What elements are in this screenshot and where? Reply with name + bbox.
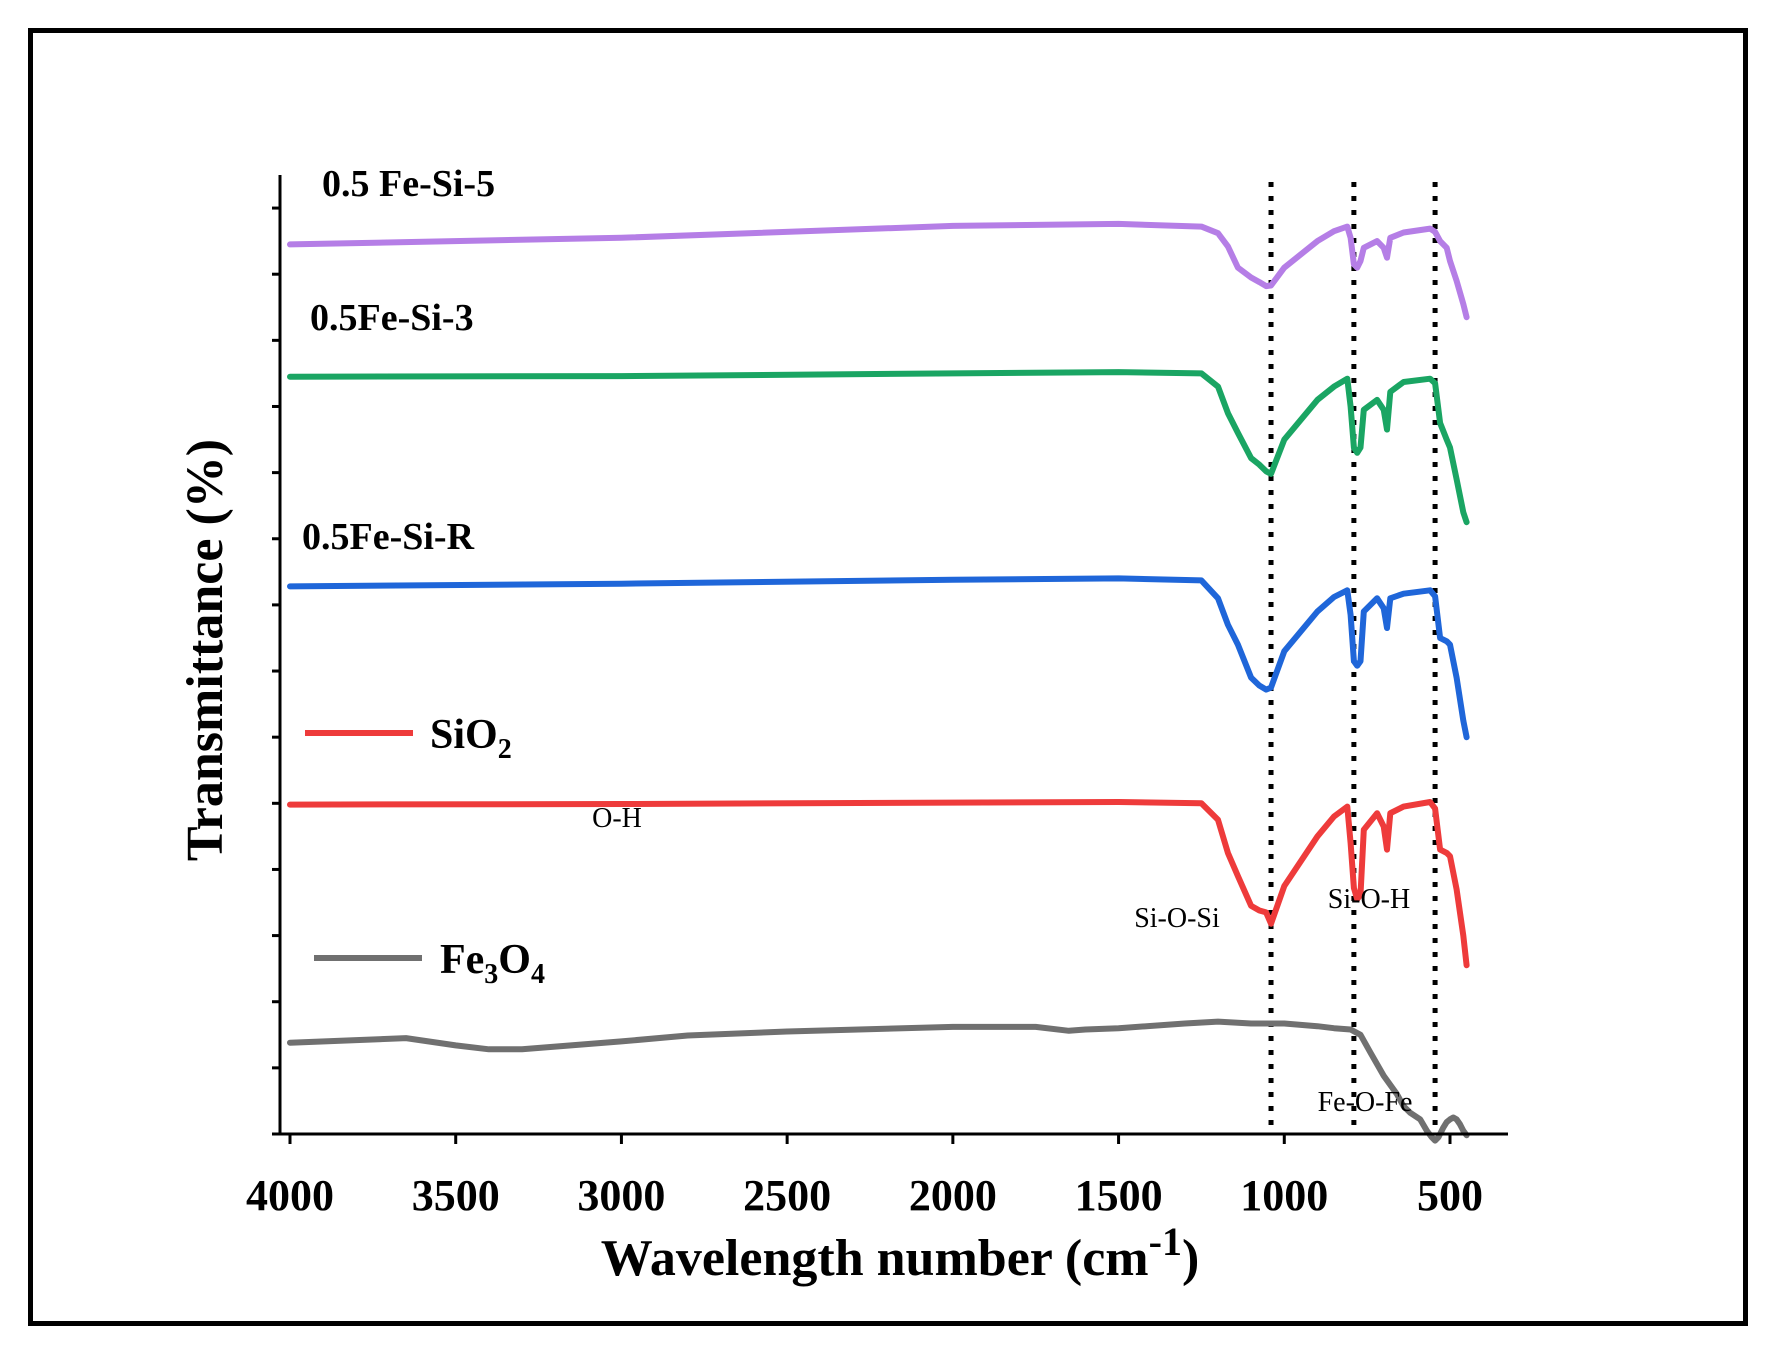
legend-label-sio2: SiO2 (430, 712, 512, 765)
axes (278, 175, 1508, 1136)
series-line-0 (287, 220, 1470, 321)
series-line-1 (287, 369, 1470, 526)
x-tick-label-2: 3000 (577, 1171, 665, 1220)
annotation-o-h: O-H (592, 803, 642, 834)
x-tick-label-6: 1000 (1240, 1171, 1328, 1220)
annotation-si-o-si: Si-O-Si (1134, 903, 1220, 934)
x-axis-title: Wavelength number (cm-1) (601, 1219, 1200, 1287)
annotation-fe-o-fe: Fe-O-Fe (1318, 1087, 1413, 1118)
x-tick-label-5: 1500 (1075, 1171, 1163, 1220)
legend-fe3o4-sub3: 3 (484, 959, 498, 990)
y-ticks (272, 206, 280, 1136)
x-axis-title-base: Wavelength number (cm (601, 1230, 1149, 1287)
series-line-4 (287, 1018, 1470, 1144)
x-ticks: 4000 3500 3000 2500 2000 1500 1000 500 (246, 1134, 1483, 1220)
x-tick-label-0: 4000 (246, 1171, 334, 1220)
legend-fe3o4-sub4: 4 (531, 959, 545, 990)
label-fe-si-3: 0.5Fe-Si-3 (310, 297, 474, 339)
legend-fe3o4-o: O (498, 937, 531, 983)
series-line-3 (287, 799, 1470, 969)
legend-sio2-base: SiO (430, 712, 498, 758)
label-fe-si-r: 0.5Fe-Si-R (302, 516, 475, 558)
series-group (287, 220, 1470, 1144)
x-axis-title-end: ) (1182, 1230, 1199, 1287)
legend-label-fe3o4: Fe3O4 (440, 937, 545, 990)
y-axis-title: Transmittance (%) (177, 439, 234, 861)
x-tick-label-4: 2000 (909, 1171, 997, 1220)
x-tick-label-3: 2500 (743, 1171, 831, 1220)
annotation-si-o-h: Si-O-H (1328, 884, 1410, 915)
x-tick-label-7: 500 (1417, 1171, 1483, 1220)
x-tick-label-1: 3500 (412, 1171, 500, 1220)
x-axis-title-sup: -1 (1149, 1219, 1182, 1264)
series-line-2 (287, 575, 1470, 741)
legend-sio2-sub: 2 (498, 734, 512, 765)
label-fe-si-5: 0.5 Fe-Si-5 (322, 163, 495, 205)
legend-fe3o4-fe: Fe (440, 937, 484, 983)
